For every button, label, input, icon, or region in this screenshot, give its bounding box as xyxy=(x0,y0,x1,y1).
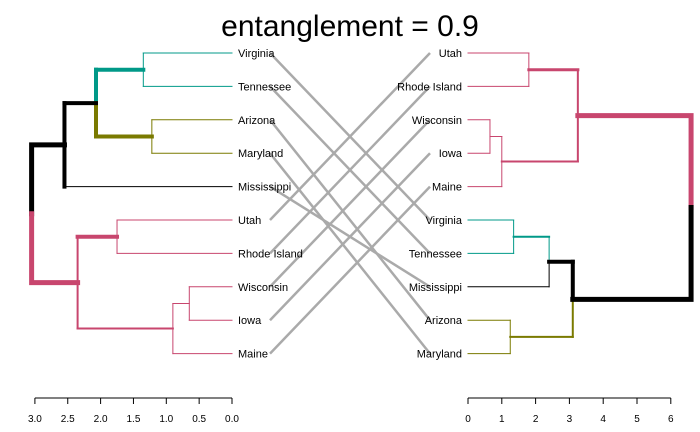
branch-r-pink-root xyxy=(575,113,694,210)
right-leaf-label: Maryland xyxy=(417,349,462,361)
right-leaf-label: Mississippi xyxy=(409,282,462,294)
left-leaf-label: Virginia xyxy=(238,48,275,60)
right-axis-tick-label: 1 xyxy=(499,414,505,425)
left-axis-tick-label: 1.5 xyxy=(126,414,140,425)
right-leaf-label: Rhode Island xyxy=(397,81,462,93)
right-axis-tick-label: 0 xyxy=(465,414,471,425)
left-axis-tick-label: 3.0 xyxy=(28,414,42,425)
left-leaf-label: Maryland xyxy=(238,148,283,160)
left-dendrogram: Virginia Tennessee Arizona Maryland Mississi… xyxy=(28,48,303,425)
left-axis-tick-label: 0.5 xyxy=(192,414,206,425)
right-axis-tick-label: 4 xyxy=(600,414,606,425)
right-axis-tick-label: 2 xyxy=(533,414,539,425)
left-axis-tick-label: 0.0 xyxy=(225,414,239,425)
right-dendrogram: Utah Rhode Island Wisconsin Iowa Maine Virgin… xyxy=(397,48,694,425)
connector-line xyxy=(269,85,431,255)
right-leaf-label: Iowa xyxy=(439,148,463,160)
right-leaf-label: Arizona xyxy=(425,315,463,327)
connector-line xyxy=(269,119,431,321)
left-axis-tick-label: 1.0 xyxy=(159,414,173,425)
right-axis-tick-label: 5 xyxy=(634,414,640,425)
branch-black-root xyxy=(29,142,67,217)
branch-r-black-root xyxy=(570,204,694,302)
connector-line xyxy=(269,52,431,221)
left-axis-tick-label: 2.5 xyxy=(61,414,75,425)
right-leaf-label: Utah xyxy=(439,48,462,60)
left-leaf-labels: Virginia Tennessee Arizona Maryland Mississi… xyxy=(238,48,303,361)
right-axis-tick-label: 6 xyxy=(668,414,674,425)
right-axis: 0 1 2 3 4 5 6 xyxy=(465,397,674,425)
left-branches xyxy=(29,52,233,355)
connector-line xyxy=(269,185,431,355)
connector-line xyxy=(269,152,431,355)
left-axis-tick-label: 2.0 xyxy=(94,414,108,425)
right-branches xyxy=(467,52,694,355)
chart-title: entanglement = 0.9 xyxy=(221,10,479,43)
right-leaf-label: Maine xyxy=(432,182,462,194)
left-leaf-label: Wisconsin xyxy=(238,282,288,294)
connector-line xyxy=(269,118,431,288)
right-axis-tick-label: 3 xyxy=(567,414,573,425)
left-axis: 3.0 2.5 2.0 1.5 1.0 0.5 0.0 xyxy=(28,397,239,425)
left-leaf-label: Iowa xyxy=(238,315,262,327)
branch-pink-root xyxy=(29,211,81,286)
left-leaf-label: Tennessee xyxy=(238,81,291,93)
right-leaf-label: Tennessee xyxy=(409,248,462,260)
connector-lines xyxy=(269,52,431,355)
left-leaf-label: Arizona xyxy=(238,115,276,127)
right-leaf-labels: Utah Rhode Island Wisconsin Iowa Maine Virgin… xyxy=(397,48,463,361)
connector-line xyxy=(269,152,431,322)
right-leaf-label: Wisconsin xyxy=(412,115,462,127)
left-leaf-label: Rhode Island xyxy=(238,248,303,260)
left-leaf-label: Maine xyxy=(238,349,268,361)
left-leaf-label: Mississippi xyxy=(238,182,291,194)
left-leaf-label: Utah xyxy=(238,215,261,227)
right-leaf-label: Virginia xyxy=(426,215,463,227)
